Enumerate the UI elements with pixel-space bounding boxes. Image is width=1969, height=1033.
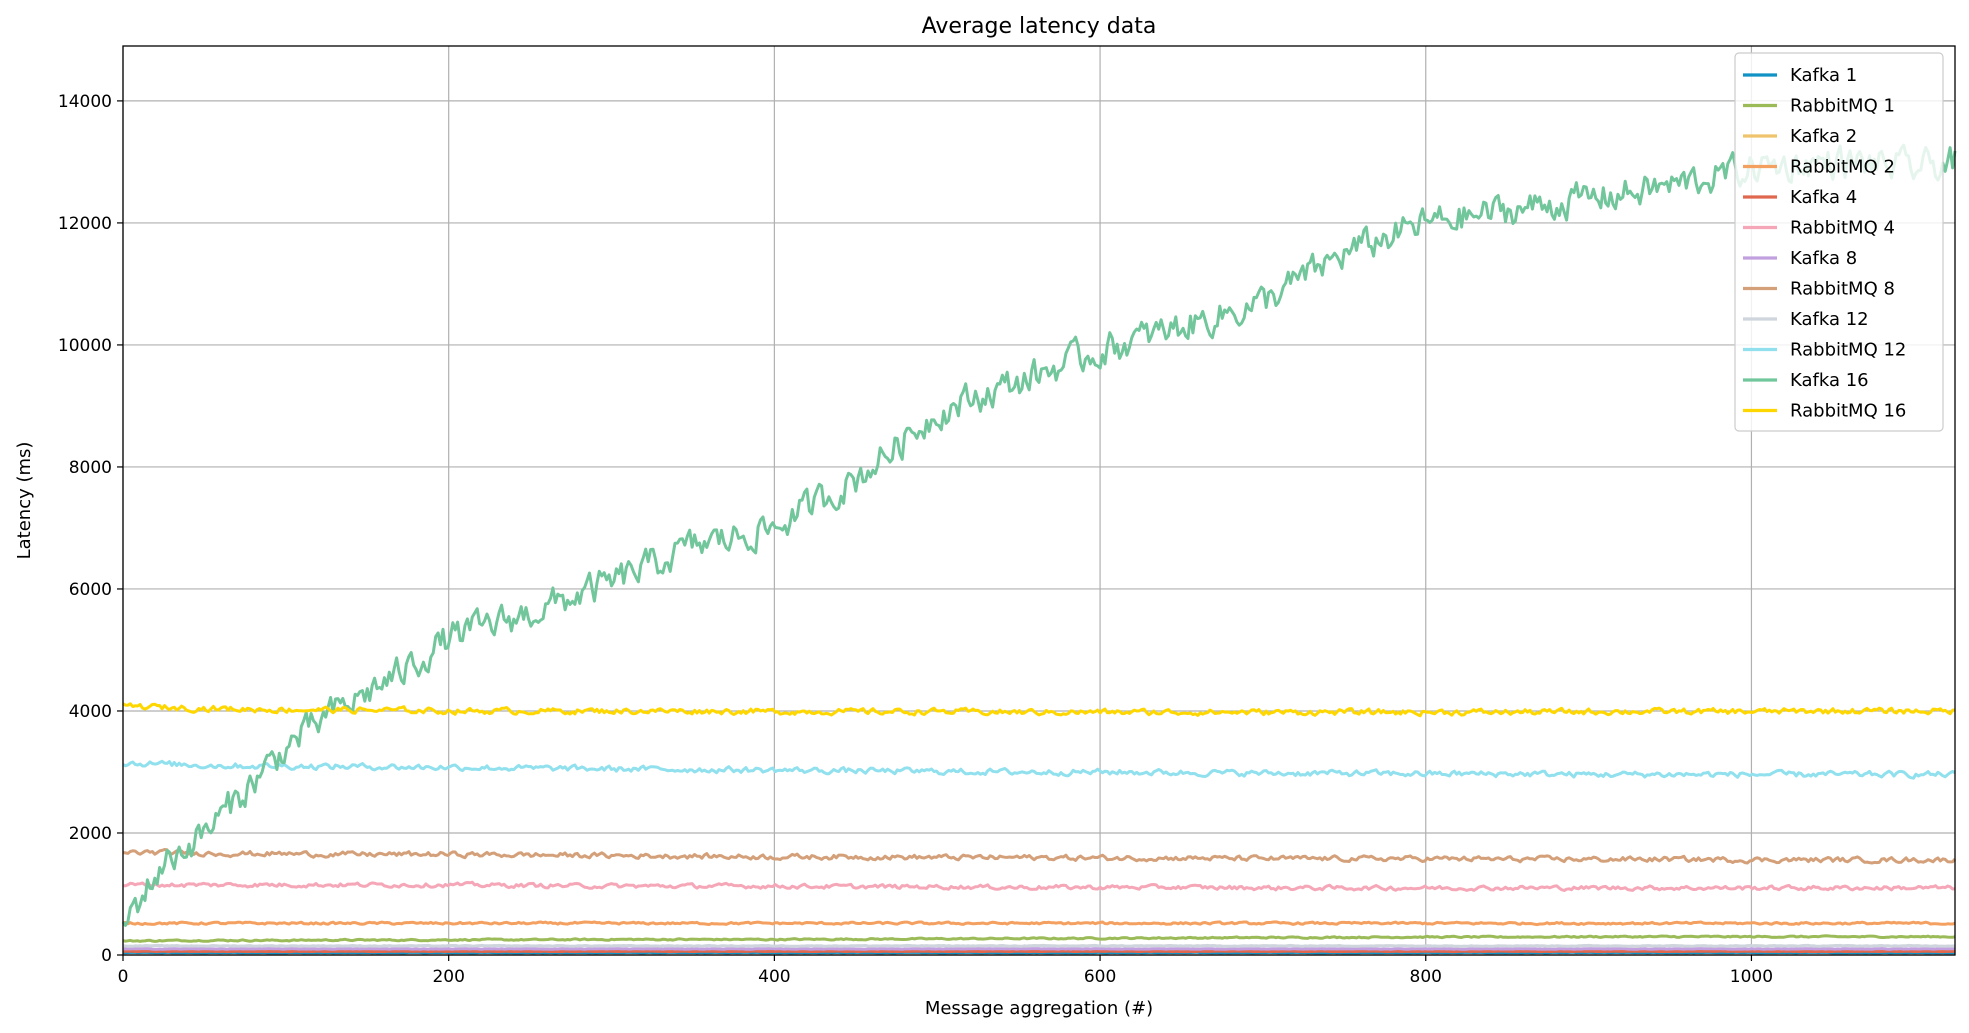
series-line-kafka-16	[121, 143, 1957, 927]
y-tick-label: 2000	[69, 824, 112, 844]
series-line-rabbitmq-2	[122, 920, 1956, 927]
y-axis-label: Latency (ms)	[14, 442, 35, 560]
y-tick-label: 4000	[69, 702, 112, 722]
y-tick-label: 8000	[69, 458, 112, 478]
legend-label: Kafka 2	[1790, 126, 1857, 147]
series-line-kafka-4	[122, 949, 1955, 954]
legend-label: RabbitMQ 8	[1790, 279, 1895, 300]
legend-label: RabbitMQ 12	[1790, 340, 1906, 361]
legend-label: Kafka 8	[1790, 248, 1857, 269]
series-line-kafka-8	[122, 947, 1956, 951]
legend-label: RabbitMQ 2	[1790, 157, 1895, 178]
y-tick-label: 10000	[58, 336, 112, 356]
y-tick-label: 12000	[58, 214, 112, 234]
series-line-rabbitmq-12	[122, 759, 1956, 780]
series-line-rabbitmq-1	[122, 934, 1956, 943]
legend-label: RabbitMQ 16	[1790, 401, 1906, 422]
legend-label: Kafka 16	[1790, 370, 1869, 391]
series-line-rabbitmq-4	[123, 880, 1956, 892]
plot-frame	[122, 45, 1956, 956]
series-lines	[121, 143, 1957, 955]
legend-label: RabbitMQ 4	[1790, 218, 1895, 239]
x-tick-label: 600	[1084, 967, 1116, 987]
legend-box	[1734, 52, 1944, 432]
y-tick-label: 6000	[69, 580, 112, 600]
x-tick-label: 400	[758, 967, 790, 987]
x-tick-label: 200	[432, 967, 464, 987]
axis-ticks: 0 200 400 600 800 100002000400060008000100001…	[58, 92, 1773, 987]
legend-label: Kafka 1	[1790, 65, 1857, 86]
legend-label: Kafka 12	[1790, 309, 1869, 330]
y-tick-label: 14000	[58, 92, 112, 112]
y-tick-label: 0	[101, 946, 112, 966]
x-tick-label: 1000	[1730, 967, 1773, 987]
series-line-rabbitmq-8	[122, 848, 1957, 865]
x-axis-label: Message aggregation (#)	[925, 998, 1153, 1019]
x-tick-label: 0	[118, 967, 129, 987]
legend: Kafka 1 RabbitMQ 1 Kafka 2 RabbitMQ 2 Kafka …	[1734, 52, 1944, 432]
series-line-kafka-12	[122, 943, 1956, 948]
series-line-rabbitmq-16	[122, 702, 1956, 718]
legend-label: RabbitMQ 1	[1790, 96, 1895, 117]
x-tick-label: 800	[1410, 967, 1442, 987]
legend-label: Kafka 4	[1790, 187, 1857, 208]
chart-title: Average latency data	[922, 14, 1157, 39]
